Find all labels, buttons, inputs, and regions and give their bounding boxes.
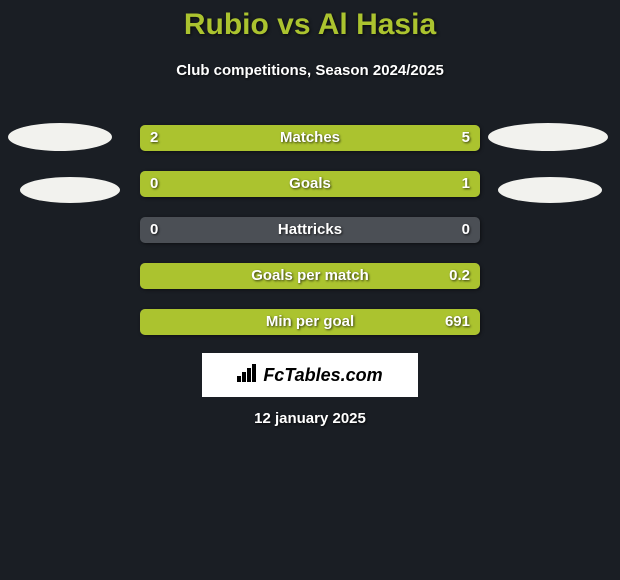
stat-bars-area: Matches25Goals01Hattricks00Goals per mat… <box>140 125 480 355</box>
stat-label: Goals per match <box>140 263 480 289</box>
subtitle: Club competitions, Season 2024/2025 <box>0 62 620 79</box>
stat-value-left: 0 <box>150 217 158 243</box>
stat-value-right: 0 <box>462 217 470 243</box>
team-badge-left-1 <box>20 177 120 203</box>
logo-chart-icon <box>237 364 259 387</box>
stat-row: Matches2 5 <box>140 125 480 151</box>
date-label: 12 january 2025 <box>0 410 620 427</box>
logo-text: FcTables.com <box>263 365 382 386</box>
comparison-infographic: Rubio vs Al Hasia Club competitions, Sea… <box>0 0 620 580</box>
stat-value-left: 2 <box>150 125 158 151</box>
page-title: Rubio vs Al Hasia <box>0 8 620 42</box>
stat-row: Goals0 1 <box>140 171 480 197</box>
stat-label: Matches <box>140 125 480 151</box>
stat-value-right: 5 <box>462 125 470 151</box>
stat-row: Goals per match0.2 <box>140 263 480 289</box>
fctables-logo: FcTables.com <box>202 353 418 397</box>
stat-row: Min per goal691 <box>140 309 480 335</box>
stat-value-right: 691 <box>445 309 470 335</box>
stat-row: Hattricks0 0 <box>140 217 480 243</box>
stat-label: Goals <box>140 171 480 197</box>
team-badge-left-0 <box>8 123 112 151</box>
stat-value-left: 0 <box>150 171 158 197</box>
stat-label: Hattricks <box>140 217 480 243</box>
stat-value-right: 1 <box>462 171 470 197</box>
team-badge-right-1 <box>498 177 602 203</box>
stat-label: Min per goal <box>140 309 480 335</box>
team-badge-right-0 <box>488 123 608 151</box>
stat-value-right: 0.2 <box>449 263 470 289</box>
